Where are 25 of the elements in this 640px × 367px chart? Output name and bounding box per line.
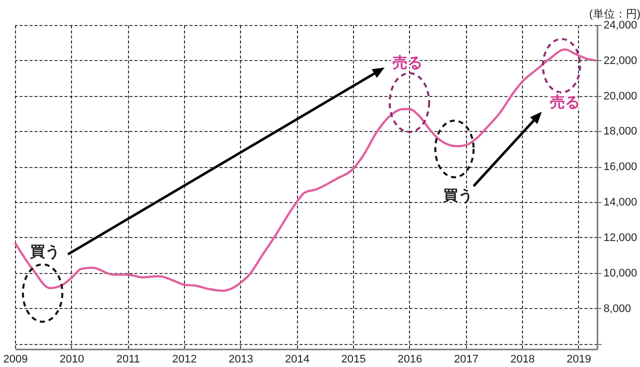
y-tick-label: 24,000	[604, 20, 638, 32]
y-tick-label: 10,000	[604, 267, 638, 280]
x-tick-label: 2012	[172, 354, 197, 366]
x-tick-label: 2010	[60, 354, 84, 366]
x-tick-label: 2013	[228, 354, 254, 366]
y-tick-label: 18,000	[604, 126, 638, 138]
y-tick-label: 8,000	[604, 302, 632, 315]
x-tick-label: 2009	[3, 354, 28, 366]
annotation: 買う	[442, 188, 473, 205]
x-tick-label: 2018	[510, 354, 535, 366]
annotation: 売る	[550, 94, 580, 111]
x-tick-label: 2011	[116, 354, 140, 366]
y-tick-label: 22,000	[604, 54, 638, 67]
annotation: 買う	[28, 244, 60, 261]
line-series	[14, 48, 596, 292]
y-tick-label: 12,000	[604, 232, 638, 244]
x-tick-label: 2015	[341, 354, 366, 366]
x-tick-label: 2014	[284, 354, 310, 366]
y-tick-label: 16,000	[604, 161, 638, 174]
text: (単位：円)	[589, 8, 640, 20]
y-tick-label: 14,000	[604, 196, 638, 209]
x-tick-label: 2019	[566, 354, 592, 366]
y-tick-label: 20,000	[604, 90, 638, 102]
x-tick-label: 2017	[454, 354, 478, 366]
x-tick-label: 2016	[398, 354, 422, 366]
